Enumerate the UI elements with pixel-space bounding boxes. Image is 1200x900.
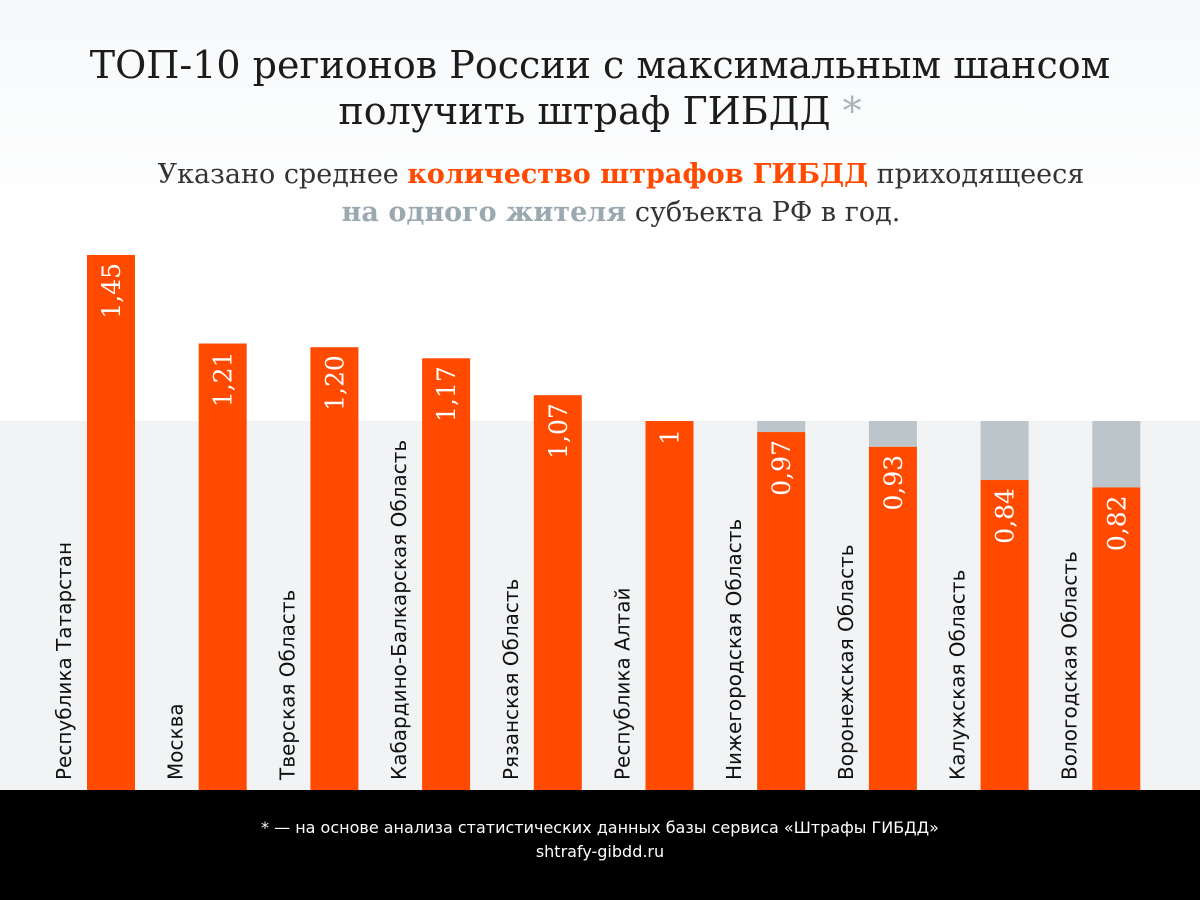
subtitle-part-3: субъекта РФ в год. — [626, 197, 901, 228]
value-label-9: 0,82 — [1102, 495, 1131, 551]
footer-note: * — на основе анализа статистических дан… — [261, 818, 939, 837]
bar-9 — [1092, 487, 1141, 790]
category-label-5: Республика Алтай — [611, 588, 635, 780]
bar-3 — [422, 358, 471, 790]
value-label-2: 1,20 — [320, 355, 349, 411]
value-label-8: 0,84 — [991, 488, 1020, 544]
footer: * — на основе анализа статистических дан… — [0, 790, 1200, 900]
title-asterisk: * — [842, 89, 862, 133]
value-label-1: 1,21 — [209, 352, 238, 408]
title-line-2-text: получить штраф ГИБДД — [338, 89, 831, 133]
subtitle-highlight-fines: количество штрафов ГИБДД — [407, 159, 869, 190]
chart-title: ТОП-10 регионов России с максимальным ша… — [0, 42, 1200, 134]
bar-6 — [757, 432, 806, 790]
bar-5 — [645, 421, 694, 790]
category-label-7: Воронежская Область — [834, 544, 858, 780]
value-label-3: 1,17 — [432, 366, 461, 422]
title-line-1: ТОП-10 регионов России с максимальным ша… — [89, 43, 1111, 87]
bar-gap-8 — [980, 421, 1029, 481]
bar-gap-7 — [868, 421, 917, 447]
category-label-2: Тверская Область — [275, 590, 299, 781]
title-line-2: получить штраф ГИБДД * — [0, 88, 1200, 134]
bar-8 — [980, 480, 1029, 790]
value-label-4: 1,07 — [544, 403, 573, 459]
category-label-8: Калужская Область — [946, 570, 970, 780]
category-label-4: Рязанская Область — [499, 579, 523, 780]
bar-0 — [87, 254, 135, 790]
bar-7 — [868, 446, 917, 790]
subtitle-part-2: приходящееся — [868, 159, 1085, 190]
subtitle-highlight-resident: на одного жителя — [341, 197, 627, 228]
subtitle-line-2: на одного жителя субъекта РФ в год. — [0, 194, 1200, 232]
chart-subtitle: Указано среднее количество штрафов ГИБДД… — [0, 156, 1200, 232]
bar-chart: 1,45 Республика Татарстан 1,21 Москва 1,20 Тв… — [52, 254, 1141, 790]
value-label-7: 0,93 — [879, 455, 908, 511]
bar-2 — [310, 347, 359, 790]
category-label-1: Москва — [164, 703, 188, 780]
subtitle-line-1: Указано среднее количество штрафов ГИБДД… — [0, 156, 1200, 194]
category-label-6: Нижегородская Область — [722, 519, 746, 780]
footer-site: shtrafy-gibdd.ru — [535, 842, 665, 861]
category-label-0: Республика Татарстан — [52, 542, 76, 780]
bar-gap-9 — [1092, 421, 1141, 488]
subtitle-part-1: Указано среднее — [157, 159, 408, 190]
bar-4 — [533, 395, 582, 790]
value-label-5: 1 — [656, 429, 685, 445]
category-label-9: Вологодская Область — [1057, 551, 1081, 780]
bar-gap-6 — [757, 421, 806, 433]
bar-1 — [198, 343, 247, 790]
value-label-0: 1,45 — [97, 263, 126, 319]
category-label-3: Кабардино-Балкарская Область — [387, 440, 411, 780]
value-label-6: 0,97 — [767, 440, 796, 496]
